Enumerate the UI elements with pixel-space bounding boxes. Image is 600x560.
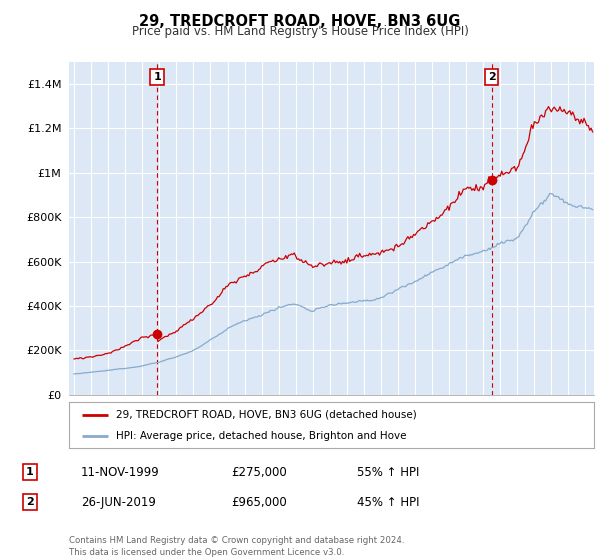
Text: £275,000: £275,000 [231, 465, 287, 479]
Text: 2: 2 [488, 72, 496, 82]
Text: Price paid vs. HM Land Registry's House Price Index (HPI): Price paid vs. HM Land Registry's House … [131, 25, 469, 38]
Text: 11-NOV-1999: 11-NOV-1999 [81, 465, 160, 479]
Text: 2: 2 [26, 497, 34, 507]
Text: HPI: Average price, detached house, Brighton and Hove: HPI: Average price, detached house, Brig… [116, 431, 407, 441]
Text: 1: 1 [26, 467, 34, 477]
Text: £965,000: £965,000 [231, 496, 287, 509]
Text: 29, TREDCROFT ROAD, HOVE, BN3 6UG (detached house): 29, TREDCROFT ROAD, HOVE, BN3 6UG (detac… [116, 410, 417, 420]
Text: Contains HM Land Registry data © Crown copyright and database right 2024.
This d: Contains HM Land Registry data © Crown c… [69, 536, 404, 557]
Text: 26-JUN-2019: 26-JUN-2019 [81, 496, 156, 509]
Text: 29, TREDCROFT ROAD, HOVE, BN3 6UG: 29, TREDCROFT ROAD, HOVE, BN3 6UG [139, 14, 461, 29]
Text: 55% ↑ HPI: 55% ↑ HPI [357, 465, 419, 479]
Text: 45% ↑ HPI: 45% ↑ HPI [357, 496, 419, 509]
Text: 1: 1 [153, 72, 161, 82]
